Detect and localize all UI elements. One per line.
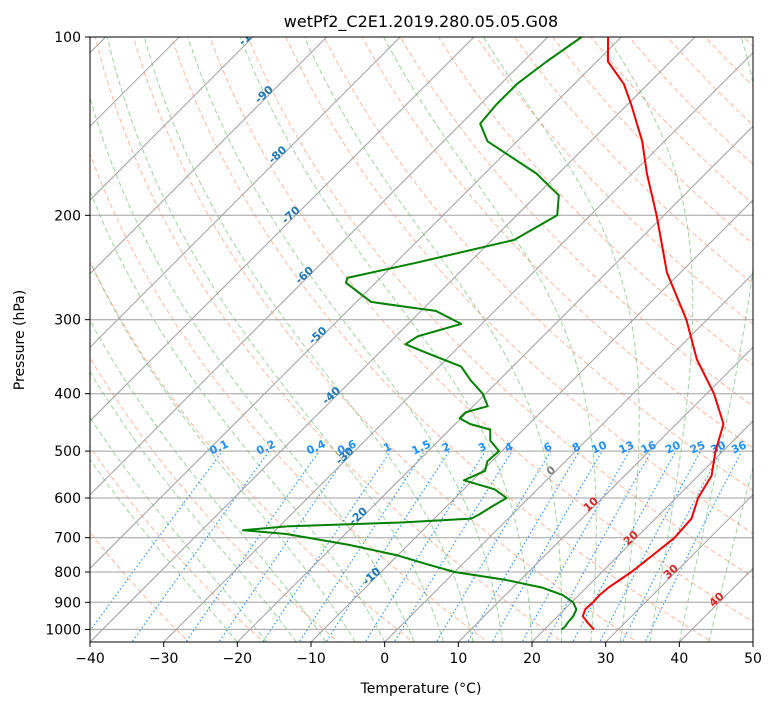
moist-adiabat-line (607, 37, 694, 642)
mixing-ratio-label: 36 (729, 438, 749, 456)
isobars (90, 37, 753, 630)
y-tick-label: 1000 (45, 622, 81, 638)
plot-frame (89, 36, 754, 643)
moist-adiabat-line (239, 37, 533, 642)
moist-adiabat-line (90, 319, 327, 642)
y-tick-label: 400 (54, 387, 81, 403)
mixing-ratio-line (572, 450, 677, 642)
dry-adiabat-line (399, 37, 753, 407)
moist-adiabat-line (90, 458, 238, 642)
isotherm-line (162, 51, 753, 642)
isotherm-line (90, 37, 328, 275)
mixing-ratio-label: 10 (589, 438, 609, 456)
isotherm-line (604, 493, 753, 642)
y-axis: 100 200 300 400 500 600 700 800 900 1000 (45, 30, 90, 638)
isotherm-line (90, 37, 475, 422)
moist-adiabat-line (143, 37, 474, 642)
isotherm-label: -100 (236, 20, 265, 48)
temperature-profile (581, 37, 725, 631)
dry-adiabat-line (171, 37, 713, 642)
mixing-ratio-line (218, 450, 351, 642)
moist-adiabat-line (482, 37, 640, 642)
y-tick-label: 100 (54, 30, 81, 46)
moist-adiabat-line (90, 260, 356, 642)
isotherm-line (310, 199, 753, 642)
y-tick-label: 700 (54, 531, 81, 547)
mixing-ratio-label: 16 (639, 438, 659, 456)
chart-title: wetPf2_C2E1.2019.280.05.05.G08 (284, 12, 558, 32)
mixing-ratio-line (131, 450, 270, 642)
mixing-ratio-line (466, 450, 580, 642)
y-tick-label: 600 (54, 491, 81, 507)
moist-adiabats (90, 37, 753, 642)
dry-adiabat-line (90, 356, 339, 642)
isotherm-line (383, 272, 753, 642)
moist-adiabat-line (187, 37, 503, 642)
dry-adiabat-line (323, 37, 753, 491)
dry-adiabat-line (476, 37, 753, 325)
isotherm-line (236, 125, 753, 642)
sounding-profiles (242, 37, 725, 631)
mixing-ratio-line (393, 450, 513, 642)
mixing-ratio-line (90, 450, 223, 632)
mixing-ratio-label: 13 (617, 438, 636, 456)
dry-adiabat-line (361, 37, 753, 449)
mixing-ratio-line (298, 450, 425, 642)
y-tick-label: 500 (54, 444, 81, 460)
x-tick-label: 10 (449, 651, 467, 667)
x-tick-label: 20 (523, 651, 541, 667)
isotherm-line (90, 37, 549, 496)
dry-adiabat-line (90, 152, 489, 642)
mixing-ratio-line (325, 450, 450, 642)
moist-adiabat-line (90, 416, 268, 642)
isotherms (90, 37, 753, 642)
moist-adiabat-line (678, 37, 753, 642)
isotherm-line (90, 37, 402, 349)
mixing-ratio-lines (90, 450, 743, 642)
dry-adiabat-line (285, 37, 753, 535)
isotherm-line (90, 37, 254, 201)
x-axis-title: Temperature (°C) (360, 681, 482, 697)
mixing-ratio-label: 25 (688, 438, 707, 456)
moist-adiabat-line (106, 37, 445, 642)
x-axis: −40 −30 −20 −10 0 10 20 30 40 50 (75, 642, 762, 667)
mixing-ratio-line (262, 450, 392, 642)
moist-adiabat-line (708, 466, 753, 642)
y-tick-label: 800 (54, 565, 81, 581)
dry-adiabat-line (437, 37, 753, 366)
x-tick-label: 30 (597, 651, 615, 667)
mixing-ratio-label: 20 (663, 438, 683, 456)
isotherm-line (90, 37, 696, 642)
isotherm-line (531, 420, 753, 642)
x-tick-label: 40 (670, 651, 688, 667)
y-tick-label: 200 (54, 208, 81, 224)
x-tick-label: −10 (296, 651, 326, 667)
mixing-ratio-line (185, 450, 320, 642)
x-tick-label: 50 (744, 651, 762, 667)
y-tick-label: 300 (54, 313, 81, 329)
moist-adiabat-line (303, 37, 563, 642)
x-tick-label: −40 (75, 651, 105, 667)
y-axis-title: Pressure (hPa) (12, 290, 28, 390)
dry-adiabat-line (90, 446, 265, 642)
plot-area: -100-90-80-70-60-50-40-30-20-10010203040… (90, 20, 753, 642)
x-tick-label: 0 (380, 651, 389, 667)
mixing-ratio-line (621, 450, 722, 642)
dewpoint-profile (242, 37, 583, 631)
x-tick-label: −30 (149, 651, 179, 667)
isotherm-line (90, 37, 623, 570)
x-tick-label: −20 (223, 651, 253, 667)
y-tick-label: 900 (54, 595, 81, 611)
isotherm-line (457, 346, 753, 642)
mixing-ratio-label: 30 (709, 438, 729, 456)
moist-adiabat-line (90, 189, 386, 642)
